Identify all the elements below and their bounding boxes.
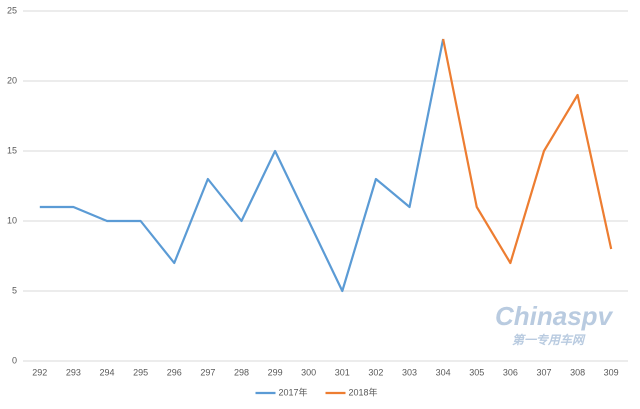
x-tick-label: 305 — [469, 367, 484, 377]
y-tick-label: 15 — [7, 145, 17, 155]
x-tick-label: 302 — [368, 367, 383, 377]
series-line — [442, 38, 613, 265]
x-tick-label: 295 — [133, 367, 148, 377]
y-tick-label: 20 — [7, 75, 17, 85]
x-tick-label: 293 — [66, 367, 81, 377]
watermark-site: 第一专用车网 — [512, 333, 586, 347]
series-line — [39, 38, 445, 293]
x-tick-label: 309 — [604, 367, 619, 377]
x-tick-label: 292 — [32, 367, 47, 377]
x-tick-label: 300 — [301, 367, 316, 377]
x-tick-label: 297 — [200, 367, 215, 377]
y-tick-label: 0 — [12, 355, 17, 365]
x-tick-label: 294 — [100, 367, 115, 377]
legend-label: 2017年 — [279, 386, 308, 397]
x-tick-label: 308 — [570, 367, 585, 377]
x-tick-label: 296 — [167, 367, 182, 377]
y-tick-label: 25 — [7, 5, 17, 15]
x-tick-label: 303 — [402, 367, 417, 377]
x-tick-label: 298 — [234, 367, 249, 377]
x-tick-label: 301 — [335, 367, 350, 377]
x-tick-label: 306 — [503, 367, 518, 377]
x-tick-label: 307 — [536, 367, 551, 377]
legend-label: 2018年 — [349, 386, 378, 397]
watermark-brand: Chinaspv — [495, 301, 614, 331]
x-tick-label: 304 — [436, 367, 451, 377]
y-tick-label: 5 — [12, 285, 17, 295]
x-tick-label: 299 — [268, 367, 283, 377]
y-tick-label: 10 — [7, 215, 17, 225]
